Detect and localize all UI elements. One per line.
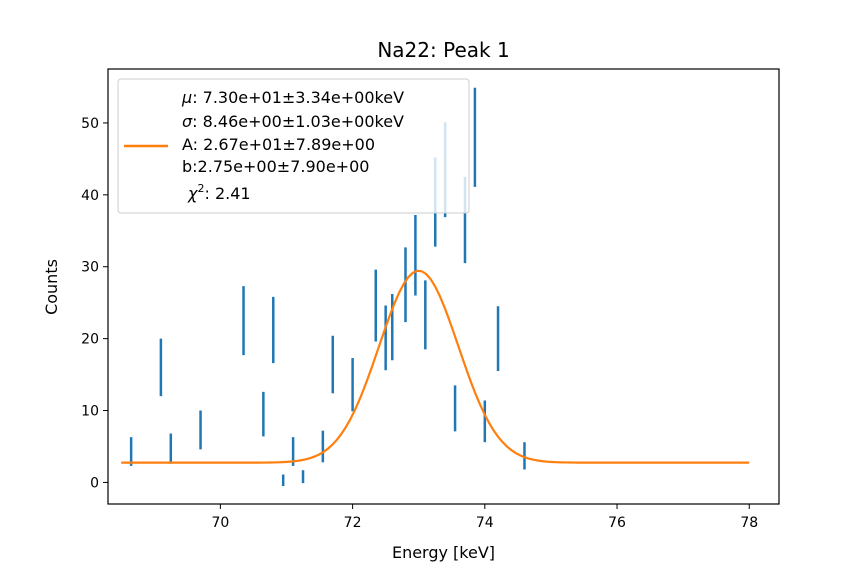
y-tick-label: 0 (90, 475, 99, 491)
y-tick-label: 20 (81, 332, 99, 348)
legend-entry: χ2: 2.41 (187, 182, 251, 203)
x-axis-label: Energy [keV] (392, 543, 495, 562)
y-tick-label: 30 (81, 260, 99, 276)
axes-frame (107, 68, 780, 505)
legend-box (117, 78, 470, 214)
chart-title: Na22: Peak 1 (377, 38, 509, 62)
legend-entry: μ: 7.30e+01±3.34e+00keV (181, 88, 404, 107)
legend: μ: 7.30e+01±3.34e+00keV σ: 8.46e+00±1.03e… (117, 78, 470, 214)
y-tick-label: 10 (81, 404, 99, 420)
y-tick-label: 50 (81, 116, 99, 132)
x-tick-label: 70 (211, 515, 229, 531)
legend-entries: μ: 7.30e+01±3.34e+00keV σ: 8.46e+00±1.03e… (181, 88, 404, 203)
fit-curve (121, 269, 750, 464)
x-tick-label: 72 (344, 515, 362, 531)
legend-entry: σ: 8.46e+00±1.03e+00keV (182, 112, 404, 131)
x-tick-label: 76 (608, 515, 626, 531)
x-tick-label: 78 (740, 515, 758, 531)
axes-ticks: 70 72 74 76 78 0 10 20 30 40 50 (81, 116, 758, 531)
y-axis-label: Counts (42, 259, 61, 315)
legend-entry: b:2.75e+00±7.90e+00 (182, 157, 369, 176)
legend-entry: A: 2.67e+01±7.89e+00 (182, 135, 375, 154)
x-tick-label: 74 (476, 515, 494, 531)
y-tick-label: 40 (81, 188, 99, 204)
